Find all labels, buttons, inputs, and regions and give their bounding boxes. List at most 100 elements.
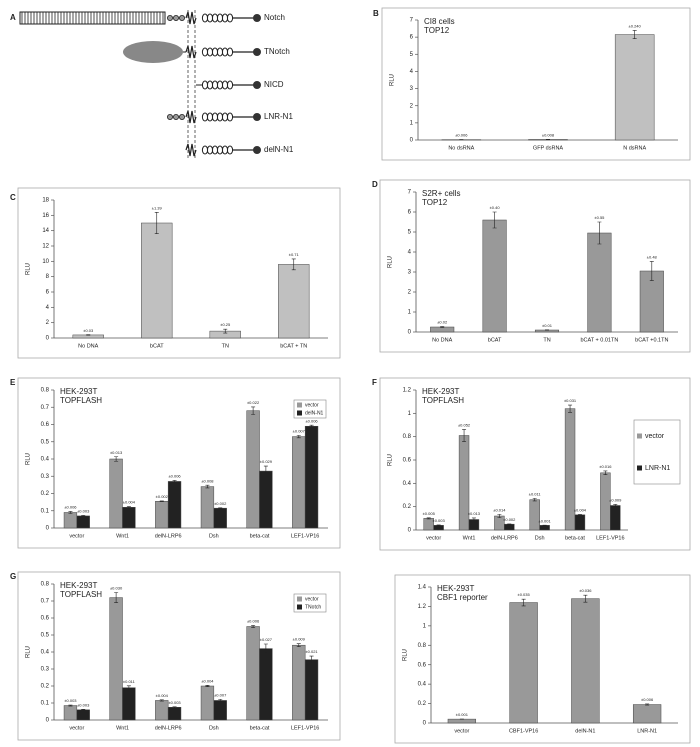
error-bar: [497, 514, 502, 518]
bar: [574, 514, 586, 531]
annotation: TOP12: [422, 198, 448, 207]
coil: [206, 13, 214, 23]
bar: [122, 687, 136, 721]
y-tick-label: 0.4: [41, 650, 50, 656]
lnr-repeat: [166, 114, 173, 121]
row-label: TNotch: [264, 47, 290, 56]
panel-label: C: [10, 193, 16, 202]
pest: [253, 81, 261, 89]
annotation: CBF1 reporter: [437, 593, 488, 602]
error-bar: [126, 506, 131, 509]
y-tick-label: 0.8: [403, 434, 412, 440]
error-bar: [205, 484, 210, 489]
bar: [246, 410, 260, 529]
y-tick-label: 0.7: [41, 405, 50, 411]
y-tick-label: 0: [423, 721, 427, 727]
y-tick-label: 0.4: [41, 457, 50, 463]
y-tick-label: 0.1: [41, 701, 50, 707]
bar: [155, 700, 169, 721]
x-tick-label: vector: [69, 533, 84, 539]
x-tick-label: bCAT + TN: [280, 343, 307, 349]
y-tick-label: 0: [46, 526, 50, 532]
x-tick-label: delN-LRP6: [491, 535, 518, 541]
error-label: ±0.01: [542, 323, 553, 328]
bar: [200, 685, 215, 721]
y-tick-label: 1: [408, 411, 412, 417]
error-bar: [159, 699, 164, 702]
error-bar: [436, 524, 441, 526]
y-tick-label: 6: [410, 35, 414, 41]
y-tick-label: 0.5: [41, 439, 50, 445]
legend-swatch: [637, 433, 642, 439]
error-bar: [263, 465, 268, 477]
y-tick-label: 0.5: [41, 633, 50, 639]
y-axis-label: RLU: [26, 646, 32, 658]
x-tick-label: Wnt1: [116, 725, 129, 731]
error-bar: [309, 424, 314, 428]
error-label: ±0.004: [201, 678, 214, 683]
x-tick-label: Dsh: [209, 533, 219, 539]
y-tick-label: 7: [410, 18, 414, 24]
annotation: HEK-293T: [437, 584, 474, 593]
lnr-repeat: [166, 14, 173, 21]
y-tick-label: 3: [408, 270, 412, 276]
y-tick-label: 2: [46, 320, 50, 326]
error-label: ±0.40: [490, 205, 501, 210]
coil: [201, 47, 209, 57]
x-tick-label: beta-cat: [250, 725, 270, 731]
coil: [211, 80, 219, 90]
coil: [201, 13, 209, 23]
lnr-repeat: [178, 14, 185, 21]
error-label: ±0.052: [458, 422, 471, 427]
y-tick-label: 0.3: [41, 667, 50, 673]
x-tick-label: LEF1-VP16: [596, 535, 624, 541]
x-tick-label: delN-N1: [575, 728, 595, 734]
y-tick-label: 0: [408, 528, 412, 534]
error-bar: [583, 594, 588, 603]
x-tick-label: delN-LRP6: [155, 533, 182, 539]
chart-frame: [379, 179, 691, 353]
bar: [304, 659, 319, 721]
error-label: ±0.004: [574, 507, 587, 512]
bar: [213, 700, 227, 721]
coil: [206, 47, 214, 57]
coil: [211, 145, 219, 155]
error-label: ±0.003: [433, 518, 446, 523]
error-label: ±0.029: [260, 459, 273, 464]
coil: [226, 47, 234, 57]
y-tick-label: 0: [46, 336, 50, 342]
x-tick-label: N dsRNA: [623, 145, 646, 151]
error-label: ±0.027: [260, 637, 273, 642]
y-tick-label: 2: [408, 290, 412, 296]
legend-swatch: [297, 604, 302, 610]
bar: [571, 598, 600, 724]
legend-label: TNotch: [305, 604, 321, 610]
y-axis-label: RLU: [390, 74, 396, 86]
error-bar: [613, 504, 618, 507]
error-bar: [532, 498, 537, 502]
error-bar: [568, 404, 573, 413]
coil: [221, 145, 229, 155]
bar: [632, 704, 662, 724]
x-tick-label: Wnt1: [463, 535, 476, 541]
error-bar: [218, 698, 223, 702]
error-bar: [291, 258, 296, 271]
x-tick-label: beta-cat: [250, 533, 270, 539]
x-tick-label: Dsh: [535, 535, 545, 541]
error-bar: [223, 328, 228, 334]
pest: [253, 14, 261, 22]
error-label: ±0.009: [293, 637, 306, 642]
error-bar: [126, 685, 131, 690]
bar: [292, 436, 306, 529]
legend-label: vector: [645, 433, 665, 440]
y-tick-label: 0.3: [41, 474, 50, 480]
coil: [206, 80, 214, 90]
row-label: LNR-N1: [264, 112, 293, 121]
x-tick-label: CBF1-VP16: [509, 728, 538, 734]
y-tick-label: 8: [46, 274, 50, 280]
row-label: delN-N1: [264, 145, 294, 154]
y-tick-label: 0.6: [418, 662, 427, 668]
row-label: Notch: [264, 13, 285, 22]
error-label: ±0.003: [168, 700, 181, 705]
error-label: ±0.007: [293, 428, 306, 433]
